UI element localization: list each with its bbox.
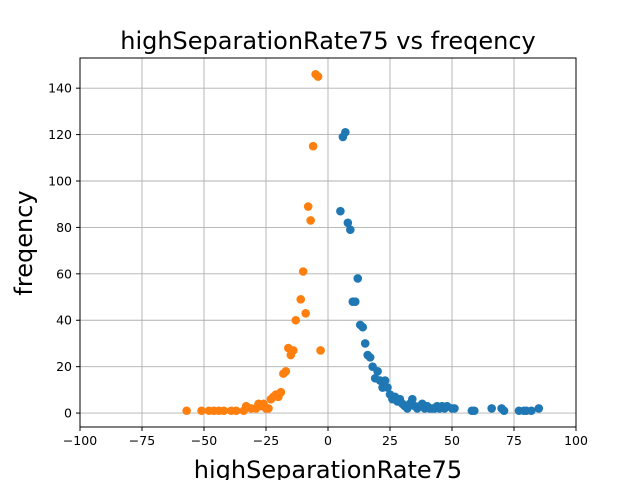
y-tick-label: 120 <box>48 127 72 142</box>
scatter-point-series-1 <box>499 406 509 416</box>
scatter-point-series-1 <box>353 274 363 283</box>
scatter-point-series-1 <box>487 404 496 413</box>
scatter-point-series-2 <box>291 315 301 325</box>
scatter-point-series-2 <box>276 387 286 397</box>
x-tick-label: 0 <box>324 433 332 448</box>
scatter-point-series-1 <box>534 404 544 413</box>
x-tick-label: −50 <box>191 433 217 448</box>
scatter-point-series-1 <box>346 225 355 235</box>
scatter-point-series-1 <box>360 339 370 348</box>
scatter-point-series-1 <box>527 406 536 416</box>
y-tick-label: 20 <box>56 359 72 374</box>
y-axis-label: freqency <box>10 190 38 295</box>
x-axis: −100 −75 −50 −25 0 25 50 75 100 <box>63 427 588 448</box>
scatter-point-series-2 <box>316 346 325 355</box>
scatter-point-series-2 <box>308 141 318 151</box>
scatter-point-series-2 <box>298 267 308 276</box>
y-axis: 0 20 40 60 80 100 120 140 <box>48 81 80 421</box>
scatter-point-series-2 <box>264 404 273 413</box>
y-tick-label: 60 <box>56 266 72 281</box>
y-tick-label: 40 <box>56 313 72 328</box>
y-tick-label: 80 <box>56 220 72 235</box>
scatter-point-series-1 <box>336 206 345 216</box>
scatter-point-series-2 <box>182 406 191 416</box>
scatter-point-series-1 <box>380 376 390 385</box>
scatter-point-series-2 <box>296 295 306 304</box>
x-tick-label: −100 <box>63 433 97 448</box>
data-points <box>182 69 544 416</box>
scatter-point-series-2 <box>219 406 229 416</box>
scatter-point-series-1 <box>373 367 382 376</box>
x-axis-label: highSeparationRate75 <box>194 456 462 480</box>
scatter-point-series-2 <box>301 308 310 318</box>
y-tick-label: 0 <box>64 406 72 421</box>
scatter-point-series-1 <box>350 297 360 306</box>
scatter-point-series-1 <box>470 406 479 416</box>
scatter-point-series-1 <box>341 127 350 137</box>
scatter-point-series-2 <box>197 406 206 416</box>
x-tick-label: 50 <box>444 433 460 448</box>
chart-title: highSeparationRate75 vs freqency <box>120 27 536 55</box>
scatter-point-series-1 <box>358 322 368 332</box>
scatter-point-series-2 <box>306 216 315 225</box>
scatter-point-series-1 <box>365 353 375 362</box>
x-tick-label: −75 <box>129 433 155 448</box>
x-tick-label: 75 <box>506 433 522 448</box>
x-tick-label: −25 <box>253 433 279 448</box>
y-tick-label: 100 <box>48 174 72 189</box>
scatter-point-series-2 <box>288 346 298 355</box>
scatter-point-series-1 <box>383 383 392 392</box>
y-tick-label: 140 <box>48 81 72 96</box>
grid-lines <box>79 58 577 427</box>
scatter-point-series-2 <box>231 406 241 416</box>
scatter-point-series-1 <box>408 394 417 404</box>
scatter-point-series-1 <box>450 404 459 413</box>
scatter-point-series-2 <box>281 367 291 376</box>
x-tick-label: 100 <box>564 433 588 448</box>
scatter-point-series-2 <box>303 202 313 211</box>
scatter-point-series-2 <box>313 72 323 81</box>
x-tick-label: 25 <box>382 433 398 448</box>
scatter-point-series-1 <box>343 218 353 228</box>
